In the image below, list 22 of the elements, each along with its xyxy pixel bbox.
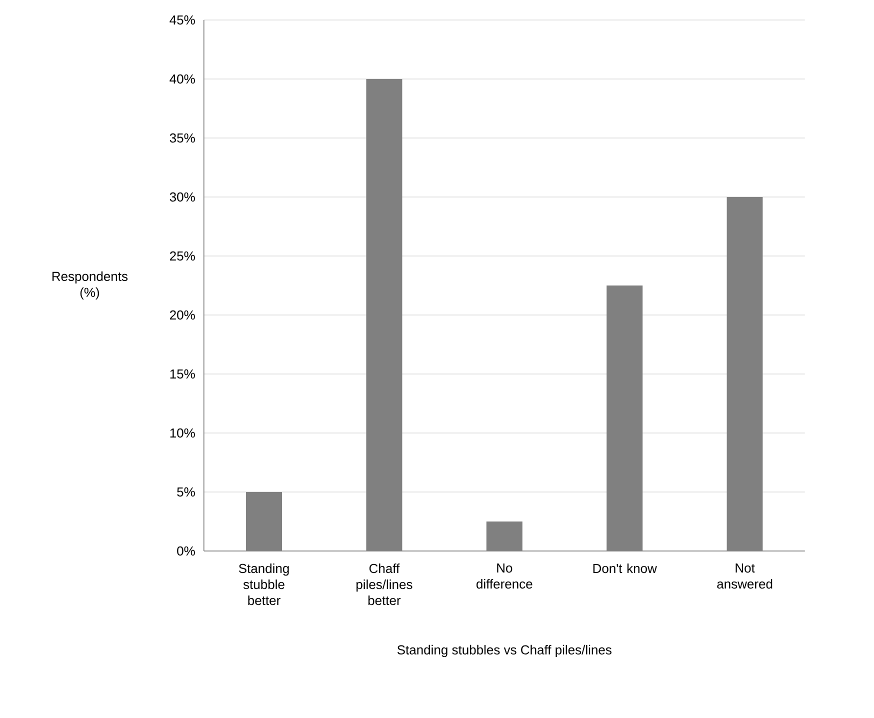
y-tick-label: 30%	[170, 192, 195, 202]
x-tick-label: Not answered	[717, 564, 772, 589]
y-axis-title: Respondents (%)	[52, 271, 128, 300]
x-tick-label: Standing stubble better	[238, 564, 289, 606]
x-tick-label: Chaff piles/lines better	[356, 564, 412, 606]
x-axis-title: Standing stubbles vs Chaff piles/lines	[397, 644, 612, 658]
y-tick-label: 25%	[170, 251, 195, 261]
bar	[246, 492, 282, 551]
x-tick-label: No difference	[476, 564, 532, 589]
y-tick-label: 35%	[170, 133, 195, 143]
y-tick-label: 0%	[177, 546, 195, 556]
y-tick-label: 15%	[170, 369, 195, 379]
y-tick-label: 5%	[177, 487, 195, 497]
y-tick-label: 40%	[170, 74, 195, 84]
bar	[726, 196, 763, 551]
y-tick-label: 10%	[170, 428, 195, 438]
bar	[486, 521, 522, 551]
y-tick-label: 20%	[170, 310, 195, 320]
bar	[366, 79, 402, 551]
bar	[606, 286, 643, 551]
x-tick-label: Don't know	[593, 564, 657, 574]
y-tick-label: 45%	[170, 15, 195, 25]
